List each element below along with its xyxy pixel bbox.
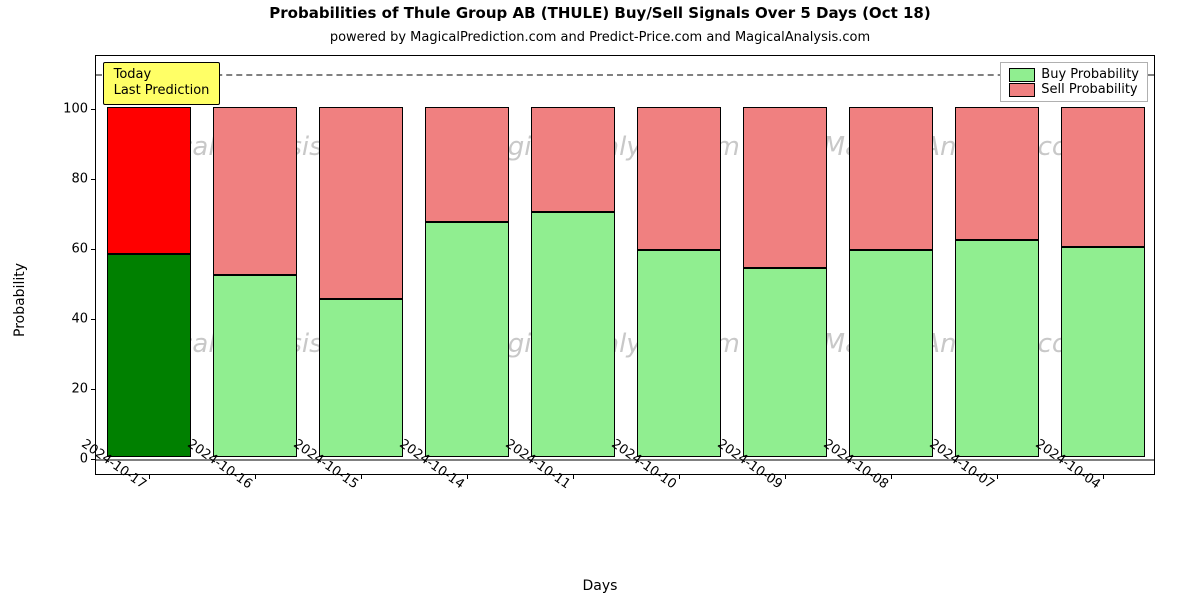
x-tick-label: 2024-10-16 (246, 480, 317, 536)
x-tick-mark (467, 474, 468, 479)
legend: Buy ProbabilitySell Probability (1000, 62, 1148, 102)
x-tick-label: 2024-10-04 (1094, 480, 1165, 536)
legend-swatch (1009, 68, 1035, 82)
bar-group (213, 107, 298, 457)
y-tick-mark (91, 319, 96, 320)
x-tick-label: 2024-10-10 (670, 480, 741, 536)
buy-bar (531, 212, 616, 457)
x-tick-label: 2024-10-14 (458, 480, 529, 536)
callout-line: Today (114, 67, 210, 83)
bar-group (637, 107, 722, 457)
legend-item: Buy Probability (1009, 67, 1139, 82)
bar-group (955, 107, 1040, 457)
bar-group (849, 107, 934, 457)
sell-bar (743, 107, 828, 268)
y-tick-mark (91, 389, 96, 390)
x-tick-label: 2024-10-17 (140, 480, 211, 536)
bar-group (425, 107, 510, 457)
sell-bar (1061, 107, 1146, 247)
legend-label: Sell Probability (1041, 82, 1137, 97)
sell-bar (849, 107, 934, 251)
x-tick-mark (361, 474, 362, 479)
sell-bar (319, 107, 404, 300)
chart-subtitle: powered by MagicalPrediction.com and Pre… (0, 30, 1200, 45)
x-tick-mark (997, 474, 998, 479)
x-tick-label: 2024-10-15 (352, 480, 423, 536)
buy-bar (637, 250, 722, 457)
y-tick-mark (91, 179, 96, 180)
callout-line: Last Prediction (114, 83, 210, 99)
x-tick-mark (1103, 474, 1104, 479)
legend-item: Sell Probability (1009, 82, 1139, 97)
y-axis-label: Probability (12, 263, 28, 337)
plot-area: MagicalAnalysis.comMagicalAnalysis.comMa… (95, 55, 1155, 475)
bar-group (1061, 107, 1146, 457)
x-tick-label: 2024-10-07 (988, 480, 1059, 536)
buy-bar (213, 275, 298, 457)
chart-container: Probabilities of Thule Group AB (THULE) … (0, 0, 1200, 600)
x-tick-label: 2024-10-08 (882, 480, 953, 536)
bar-group (531, 107, 616, 457)
buy-bar (743, 268, 828, 457)
buy-bar (955, 240, 1040, 457)
buy-bar (849, 250, 934, 457)
x-tick-label: 2024-10-09 (776, 480, 847, 536)
x-tick-mark (679, 474, 680, 479)
x-tick-label: 2024-10-11 (564, 480, 635, 536)
sell-bar (425, 107, 510, 223)
buy-bar (425, 222, 510, 457)
bar-group (743, 107, 828, 457)
x-axis-label: Days (0, 578, 1200, 594)
x-tick-mark (255, 474, 256, 479)
bar-group (319, 107, 404, 457)
bar-group (107, 107, 192, 457)
sell-bar (531, 107, 616, 212)
legend-label: Buy Probability (1041, 67, 1139, 82)
sell-bar (107, 107, 192, 254)
chart-title: Probabilities of Thule Group AB (THULE) … (0, 4, 1200, 22)
x-tick-mark (785, 474, 786, 479)
y-tick-mark (91, 109, 96, 110)
today-callout: TodayLast Prediction (103, 62, 221, 105)
x-tick-mark (149, 474, 150, 479)
sell-bar (213, 107, 298, 275)
y-tick-mark (91, 249, 96, 250)
legend-swatch (1009, 83, 1035, 97)
buy-bar (319, 299, 404, 457)
sell-bar (637, 107, 722, 251)
reference-line (96, 74, 1154, 76)
buy-bar (1061, 247, 1146, 457)
buy-bar (107, 254, 192, 457)
sell-bar (955, 107, 1040, 240)
x-tick-mark (891, 474, 892, 479)
x-tick-mark (573, 474, 574, 479)
